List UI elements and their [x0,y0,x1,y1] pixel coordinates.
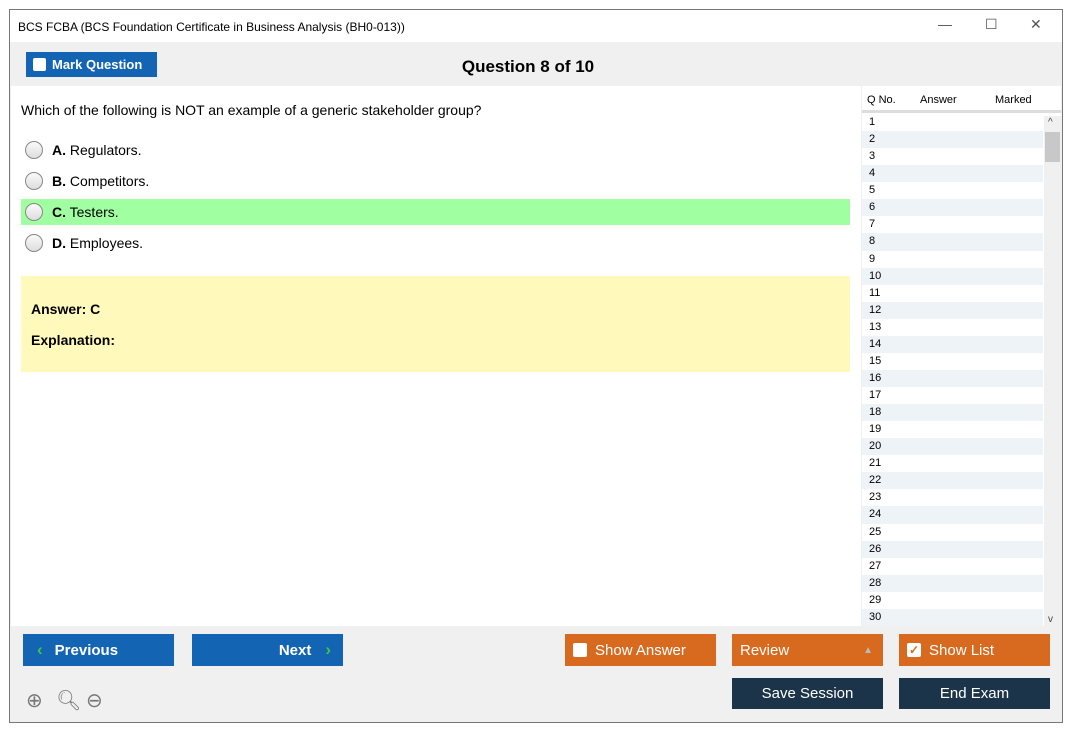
list-row[interactable]: 6 [862,199,1043,217]
radio-button[interactable] [25,203,43,221]
list-row[interactable]: 12 [862,301,1043,319]
list-row[interactable]: 7 [869,218,876,231]
list-row[interactable]: 26 [862,540,1043,558]
list-header: Q No. Answer Marked [862,86,1061,113]
header-marked: Marked [995,94,1032,106]
list-row[interactable]: 23 [869,491,882,504]
mark-question-button[interactable]: Mark Question [26,52,157,77]
list-row[interactable]: 19 [869,423,882,436]
list-row[interactable]: 22 [862,472,1043,490]
checkbox-icon [33,58,46,71]
chevron-right-icon: › [325,640,331,659]
list-row[interactable]: 21 [869,457,882,470]
title-bar: BCS FCBA (BCS Foundation Certificate in … [10,10,1062,42]
zoom-reset-icon[interactable]: 🔍︎ [56,690,82,712]
list-row[interactable]: 14 [862,335,1043,353]
list-row[interactable]: 10 [862,267,1043,285]
scroll-up-icon[interactable]: ^ [1048,117,1053,128]
list-row[interactable]: 1 [869,116,876,128]
list-row[interactable]: 25 [869,525,882,538]
question-panel: Which of the following is NOT an example… [11,86,861,626]
option-d[interactable]: D. Employees. [21,230,850,256]
show-list-label: Show List [929,641,995,659]
list-row[interactable]: 29 [869,593,882,606]
scrollbar[interactable]: ^ v [1044,116,1061,626]
review-dropdown[interactable]: Review ▲ [732,634,883,666]
list-row[interactable]: 11 [869,286,881,299]
option-letter: C. [52,204,66,220]
list-row[interactable]: 16 [862,369,1043,387]
next-button[interactable]: Next › [192,634,343,666]
list-row[interactable]: 20 [862,438,1043,456]
option-text: Competitors. [66,173,150,189]
show-answer-label: Show Answer [595,641,686,659]
list-row[interactable]: 18 [862,404,1043,422]
radio-button[interactable] [25,141,43,159]
list-row[interactable]: 5 [869,184,876,197]
app-window: BCS FCBA (BCS Foundation Certificate in … [9,9,1063,723]
top-bar: Mark Question Question 8 of 10 [10,42,1062,86]
answer-box: Answer: C Explanation: [21,276,850,372]
list-row[interactable]: 30 [862,608,1043,626]
explanation-label: Explanation: [31,332,116,348]
previous-button[interactable]: ‹ Previous [23,634,174,666]
scroll-down-icon[interactable]: v [1048,614,1053,625]
option-text: Employees. [66,235,144,251]
end-exam-button[interactable]: End Exam [899,678,1050,709]
header-qno: Q No. [867,94,896,106]
option-text: Testers. [66,204,119,220]
answer-label: Answer: C [31,301,101,317]
zoom-out-icon[interactable]: ⊖ [86,690,103,712]
window-title: BCS FCBA (BCS Foundation Certificate in … [18,20,405,34]
maximize-button[interactable]: ☐ [985,16,998,32]
option-letter: A. [52,142,66,158]
radio-button[interactable] [25,172,43,190]
list-row[interactable]: 27 [869,559,882,572]
option-letter: D. [52,235,66,251]
list-row[interactable]: 28 [862,574,1043,592]
option-letter: B. [52,173,66,189]
chevron-left-icon: ‹ [37,640,43,659]
mark-question-label: Mark Question [52,57,143,72]
minimize-button[interactable]: — [938,16,952,32]
list-row[interactable]: 3 [869,150,876,163]
question-title: Question 8 of 10 [461,57,595,76]
scrollbar-thumb[interactable] [1045,132,1060,162]
option-c[interactable]: C. Testers. [21,199,850,225]
list-row[interactable]: 8 [862,233,1043,251]
question-text: Which of the following is NOT an example… [21,102,482,118]
header-answer: Answer [920,94,957,106]
list-row[interactable]: 9 [869,252,876,265]
list-row[interactable]: 24 [862,506,1043,524]
list-row[interactable]: 4 [862,165,1043,183]
show-list-button[interactable]: ✓ Show List [899,634,1050,666]
list-row[interactable]: 2 [862,131,1043,149]
option-a[interactable]: A. Regulators. [21,137,850,163]
checkbox-checked-icon: ✓ [907,643,921,657]
save-session-button[interactable]: Save Session [732,678,883,709]
list-row[interactable]: 13 [869,320,882,333]
option-text: Regulators. [66,142,142,158]
next-label: Next [278,641,312,659]
list-row[interactable]: 17 [869,389,882,401]
triangle-up-icon: ▲ [863,644,873,656]
zoom-in-icon[interactable]: ⊕ [26,690,43,712]
previous-label: Previous [54,641,119,659]
radio-button[interactable] [25,234,43,252]
show-answer-button[interactable]: Show Answer [565,634,716,666]
option-b[interactable]: B. Competitors. [21,168,850,194]
close-button[interactable]: ✕ [1030,16,1042,32]
list-row[interactable]: 15 [869,354,882,367]
checkbox-icon [573,643,587,657]
question-list: Q No. Answer Marked 1 2 3 4 5 6 7 8 9 10 11 12 13 14 1… [862,86,1061,626]
review-label: Review [740,641,790,659]
